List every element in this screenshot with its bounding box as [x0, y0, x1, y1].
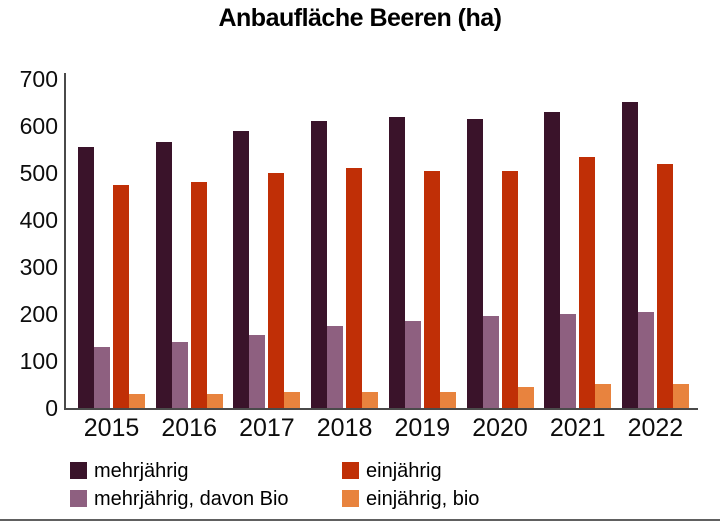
y-axis-tick-label: 100: [19, 348, 58, 374]
y-axis-tick-label: 600: [19, 113, 58, 139]
bar: [327, 326, 344, 408]
bar: [268, 173, 285, 408]
bar: [78, 147, 94, 408]
y-axis-tick-label: 700: [19, 66, 58, 92]
legend-swatch-icon: [342, 462, 359, 479]
legend-label: einjährig, bio: [366, 488, 480, 510]
bar: [155, 142, 172, 408]
x-axis-tick-label: 2016: [161, 414, 217, 442]
bar: [482, 316, 499, 408]
legend-swatch-icon: [70, 462, 87, 479]
legend-label: mehrjährig, davon Bio: [94, 488, 289, 510]
bar: [404, 321, 421, 408]
bar: [249, 335, 266, 408]
bar: [362, 392, 379, 408]
bar: [423, 171, 440, 408]
x-axis-tick-label: 2019: [394, 414, 451, 442]
bar: [94, 347, 110, 408]
legend-label: einjährig: [366, 460, 442, 482]
bar: [517, 387, 534, 408]
bar: [284, 392, 301, 408]
bar: [171, 342, 188, 408]
y-axis-tick-label: 200: [19, 301, 58, 327]
y-axis-tick-label: 500: [19, 160, 58, 186]
bar: [656, 164, 673, 408]
bar: [388, 117, 405, 408]
bar: [672, 384, 689, 408]
legend-swatch-icon: [70, 490, 87, 507]
bar: [439, 392, 456, 408]
y-axis-tick-label: 400: [19, 207, 58, 233]
x-axis-line: [64, 408, 698, 410]
y-axis-line: [64, 73, 66, 410]
x-axis-tick-label: 2015: [83, 414, 140, 442]
bar: [113, 185, 129, 408]
legend-label: mehrjährig: [94, 460, 189, 482]
bar: [346, 168, 363, 408]
bar: [190, 182, 207, 408]
bar: [579, 157, 596, 408]
legend-swatch-icon: [342, 490, 359, 507]
bar: [466, 119, 483, 408]
bar: [311, 121, 328, 408]
bar: [595, 384, 612, 408]
bar: [206, 394, 223, 408]
bar: [233, 131, 250, 408]
bar: [560, 314, 577, 408]
x-axis-tick-label: 2018: [316, 414, 373, 442]
y-axis-tick-label: 0: [45, 395, 58, 421]
bar: [129, 394, 145, 408]
page-bottom-divider: [0, 519, 720, 521]
chart-title: Anbaufläche Beeren (ha): [218, 4, 502, 32]
x-axis-tick-label: 2017: [239, 414, 295, 442]
y-axis-tick-label: 300: [19, 254, 58, 280]
bar: [637, 312, 654, 408]
x-axis-tick-label: 2022: [627, 414, 684, 442]
x-axis-tick-label: 2021: [549, 414, 606, 442]
bar: [544, 112, 561, 408]
bar: [501, 171, 518, 408]
bar: [621, 102, 638, 408]
x-axis-tick-label: 2020: [472, 414, 528, 442]
